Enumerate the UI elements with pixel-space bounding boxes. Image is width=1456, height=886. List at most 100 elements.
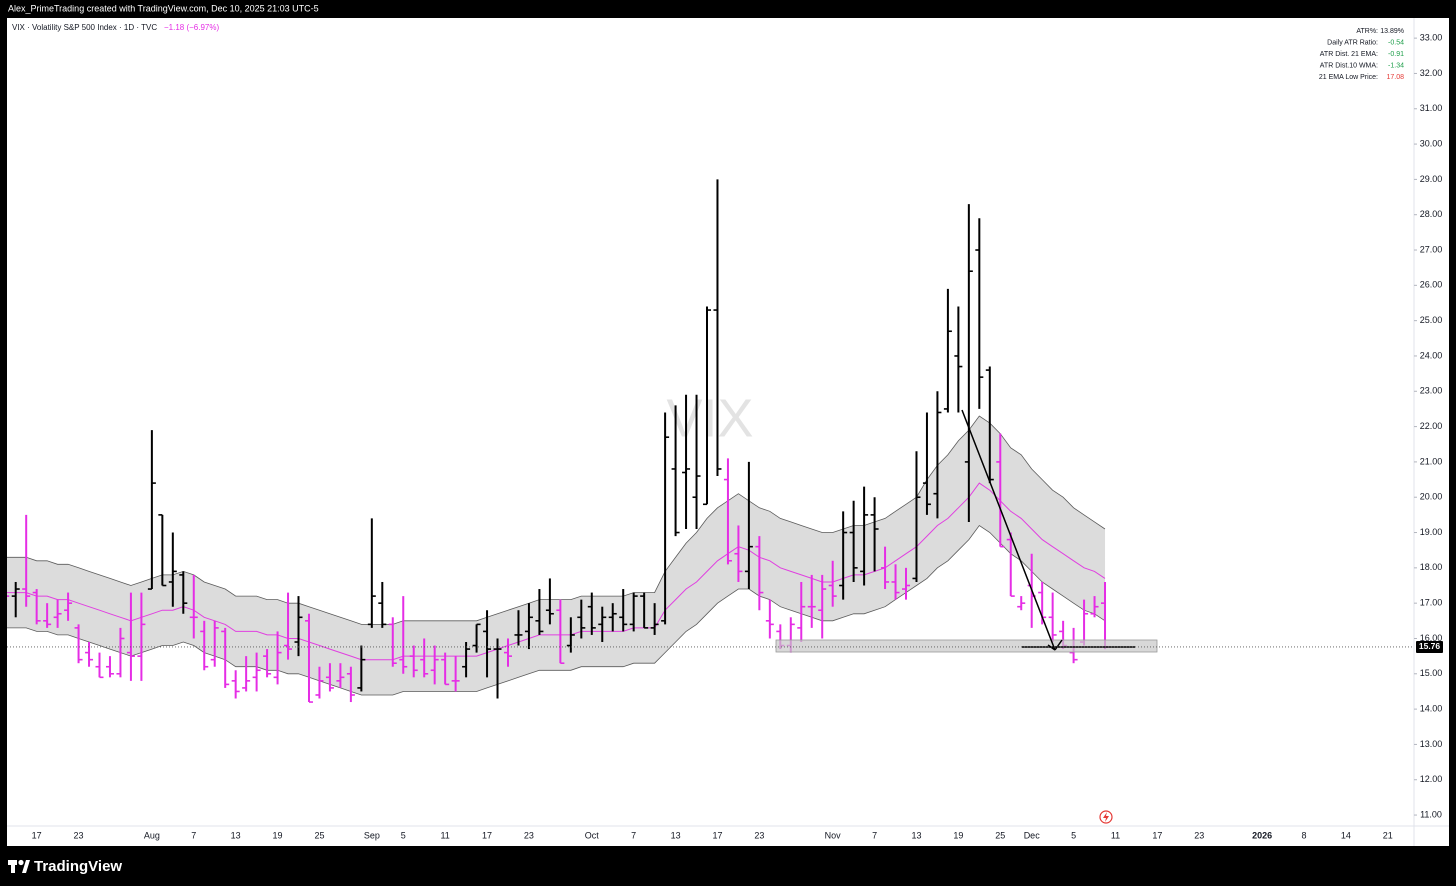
ohlc-bar <box>807 574 816 628</box>
y-tick-label: 27.00 <box>1420 244 1443 254</box>
ohlc-bar <box>179 571 188 614</box>
ohlc-bar <box>703 306 711 506</box>
x-tick-label: 7 <box>631 830 636 840</box>
ohlc-bar <box>922 412 931 515</box>
x-tick-label: Oct <box>585 830 600 840</box>
ohlc-bar <box>346 666 355 703</box>
y-tick-label: 16.00 <box>1420 633 1443 643</box>
x-tick-label: 13 <box>231 830 241 840</box>
x-tick-label: 11 <box>440 830 449 840</box>
y-tick-label: 12.00 <box>1420 774 1443 784</box>
ohlc-bar <box>881 546 890 590</box>
x-tick-label: 17 <box>482 830 492 840</box>
y-tick-label: 13.00 <box>1420 739 1443 749</box>
ohlc-bar <box>315 666 324 699</box>
ohlc-bar <box>1090 596 1099 618</box>
ohlc-bar <box>105 656 114 678</box>
ohlc-bar <box>336 663 345 688</box>
x-tick-label: 17 <box>32 830 42 840</box>
ohlc-bar <box>765 599 774 639</box>
ohlc-bar <box>608 603 617 632</box>
ohlc-bar <box>912 451 921 582</box>
table-label: 21 EMA Low Price: <box>1319 74 1378 81</box>
ohlc-bar <box>713 179 722 477</box>
ohlc-bar <box>545 578 554 625</box>
ohlc-bar <box>598 606 607 643</box>
ohlc-bar <box>273 631 282 685</box>
ohlc-bar <box>839 511 848 600</box>
ohlc-bar <box>723 458 732 565</box>
x-tick-label: 2026 <box>1252 830 1272 840</box>
ohlc-bar <box>902 567 911 600</box>
ema-line <box>7 482 1106 661</box>
y-tick-label: 24.00 <box>1420 350 1443 360</box>
ohlc-bar <box>860 486 869 586</box>
ohlc-bar <box>7 595 10 597</box>
ohlc-bar <box>524 603 533 650</box>
x-tick-label: 5 <box>1071 830 1076 840</box>
ohlc-bar <box>954 306 963 413</box>
y-tick-label: 28.00 <box>1420 209 1443 219</box>
ohlc-bar <box>1006 532 1015 597</box>
y-tick-label: 20.00 <box>1420 492 1443 502</box>
y-tick-label: 30.00 <box>1420 138 1443 148</box>
ohlc-bar <box>200 620 209 671</box>
ohlc-bar <box>828 560 837 607</box>
table-value: -0.91 <box>1388 51 1404 58</box>
x-tick-label: 13 <box>671 830 681 840</box>
watermark: VIX <box>666 388 753 448</box>
ohlc-bar <box>399 596 408 674</box>
x-tick-label: 14 <box>1341 830 1351 840</box>
credit: Alex_PrimeTrading created with TradingVi… <box>8 3 319 13</box>
y-tick-label: 33.00 <box>1420 33 1443 43</box>
ohlc-bar <box>577 599 586 639</box>
x-tick-label: 23 <box>74 830 84 840</box>
ohlc-bar <box>304 613 313 703</box>
ohlc-bar <box>388 617 397 667</box>
ohlc-bar <box>64 592 73 621</box>
ohlc-bar <box>53 599 62 628</box>
ohlc-bar <box>985 366 994 484</box>
x-tick-label: 7 <box>872 830 877 840</box>
brand: TradingView <box>34 858 122 875</box>
x-tick-label: 25 <box>995 830 1005 840</box>
x-tick-label: 25 <box>314 830 324 840</box>
ohlc-bar <box>294 596 303 657</box>
x-tick-label: 13 <box>911 830 921 840</box>
ohlc-bar <box>85 642 94 667</box>
x-tick-label: 7 <box>191 830 196 840</box>
ohlc-bar <box>11 581 20 618</box>
x-tick-label: 11 <box>1111 830 1120 840</box>
table-label: ATR Dist.10 WMA: <box>1320 62 1378 69</box>
ohlc-bar <box>95 652 104 679</box>
x-tick-label: 5 <box>401 830 406 840</box>
last-price-box <box>1416 640 1443 653</box>
x-tick-label: Dec <box>1024 830 1041 840</box>
logo <box>8 859 30 873</box>
ohlc-bar <box>221 627 230 688</box>
ohlc-bar <box>933 391 942 519</box>
y-tick-label: 26.00 <box>1420 280 1443 290</box>
x-tick-label: 17 <box>1152 830 1162 840</box>
ohlc-bar <box>943 288 952 413</box>
event-icon-bolt <box>1103 812 1109 822</box>
x-tick-label: 8 <box>1302 830 1307 840</box>
x-tick-label: 21 <box>1383 830 1393 840</box>
ohlc-bar <box>1048 592 1057 643</box>
ohlc-bar <box>242 656 251 692</box>
ohlc-bar <box>556 599 565 664</box>
x-tick-label: 19 <box>273 830 283 840</box>
ohlc-bar <box>744 461 753 590</box>
x-tick-label: Aug <box>144 830 160 840</box>
y-tick-label: 21.00 <box>1420 456 1443 466</box>
ohlc-bar <box>483 610 492 678</box>
event-icon[interactable] <box>1099 810 1113 824</box>
ohlc-bar <box>189 574 198 639</box>
y-tick-label: 32.00 <box>1420 68 1443 78</box>
ohlc-bar <box>137 592 146 681</box>
band-upper-line <box>7 415 1106 625</box>
ohlc-bar <box>325 663 334 692</box>
ohlc-bar <box>671 405 680 537</box>
ohlc-bar <box>252 652 261 692</box>
